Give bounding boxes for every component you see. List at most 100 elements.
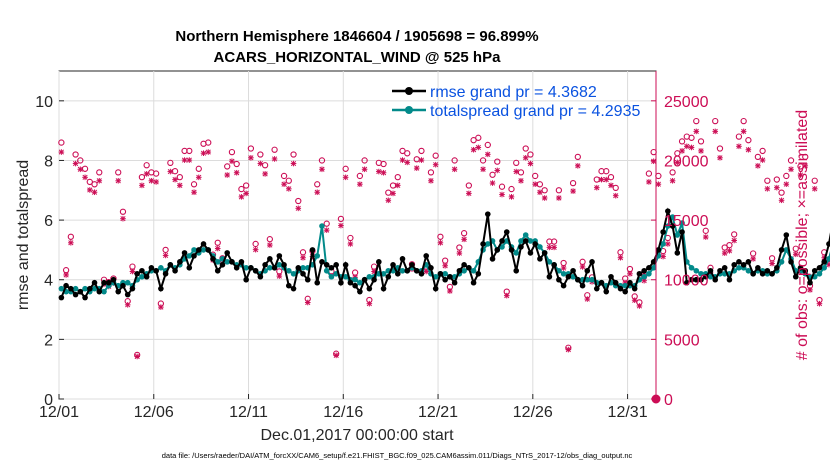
obs-assimilated-stroke <box>575 163 581 169</box>
totalspread-point <box>58 285 65 292</box>
obs-assimilated-stroke <box>96 178 102 184</box>
obs-assimilated-marker <box>721 250 728 256</box>
obs-assimilated-marker <box>447 288 453 294</box>
legend-totalspread-marker <box>405 106 413 114</box>
obs-possible-marker <box>224 163 231 170</box>
totalspread-point <box>366 273 373 280</box>
obs-assimilated-marker <box>262 171 268 177</box>
obs-assimilated-marker <box>660 253 666 260</box>
rmse-point <box>139 267 145 274</box>
rmse-point <box>707 267 714 274</box>
totalspread-point <box>342 273 349 280</box>
obs-assimilated-marker <box>480 166 486 173</box>
obs-assimilated-stroke <box>324 227 330 233</box>
obs-assimilated-stroke <box>722 250 728 256</box>
obs-possible-marker <box>243 182 250 189</box>
y-tick-label: 2 <box>44 332 53 349</box>
obs-assimilated-marker <box>248 154 254 161</box>
totalspread-point <box>518 238 524 244</box>
legend: rmse grand pr = 4.3682 totalspread grand… <box>392 84 640 120</box>
obs-possible-marker <box>603 168 610 175</box>
obs-assimilated-stroke <box>134 353 140 360</box>
obs-assimilated-marker <box>143 171 150 177</box>
obs-possible-marker <box>745 137 752 144</box>
rmse-point <box>807 279 813 286</box>
obs-possible-marker <box>451 157 458 164</box>
obs-assimilated-stroke <box>271 156 278 162</box>
totalspread-point <box>826 256 830 262</box>
obs-assimilated-stroke <box>243 190 249 196</box>
obs-assimilated-marker <box>522 154 529 161</box>
totalspread-point <box>513 250 520 256</box>
obs-assimilated-stroke <box>570 188 576 194</box>
rmse-point <box>579 282 586 289</box>
rmse-point <box>229 259 235 265</box>
rmse-point <box>797 265 804 271</box>
obs-assimilated-marker <box>257 160 264 167</box>
obs-assimilated-marker <box>333 352 339 359</box>
rmse-point <box>314 279 321 286</box>
rmse-point <box>72 291 79 298</box>
obs-assimilated-marker <box>338 222 344 229</box>
rmse-point <box>646 265 652 271</box>
obs-assimilated-stroke <box>72 160 79 167</box>
totalspread-point <box>674 232 681 238</box>
rmse-point <box>617 285 624 292</box>
obs-assimilated-marker <box>646 179 652 185</box>
rmse-point <box>575 276 581 283</box>
obs-assimilated-stroke <box>513 168 519 175</box>
totalspread-point <box>660 241 666 247</box>
obs-assimilated-marker <box>518 177 524 184</box>
obs-possible-marker <box>299 249 307 256</box>
obs-assimilated-marker <box>792 251 799 258</box>
obs-possible-marker <box>427 169 435 176</box>
obs-assimilated-stroke <box>712 128 718 134</box>
obs-possible-marker <box>228 148 236 156</box>
rmse-point <box>101 279 107 286</box>
rmse-point <box>243 276 249 283</box>
obs-possible-marker <box>67 233 74 240</box>
rmse-point <box>674 250 681 256</box>
obs-assimilated-stroke <box>390 190 396 196</box>
obs-assimilated-marker <box>214 245 221 252</box>
obs-assimilated-marker <box>129 268 136 275</box>
y-axis-label: rmse and totalspread <box>15 160 32 310</box>
obs-assimilated-marker <box>575 163 581 169</box>
obs-assimilated-marker <box>802 163 809 169</box>
rmse-point <box>309 247 316 253</box>
rmse-point <box>271 265 278 271</box>
rmse-point <box>764 267 771 274</box>
obs-assimilated-stroke <box>205 149 211 155</box>
rmse-point <box>224 250 231 256</box>
obs-assimilated-marker <box>489 180 496 186</box>
obs-assimilated-stroke <box>494 167 500 174</box>
rmse-point <box>802 267 809 274</box>
y-right-tick-label: 10000 <box>664 273 709 290</box>
obs-assimilated-marker <box>124 302 131 308</box>
obs-assimilated-stroke <box>556 195 562 201</box>
totalspread-point <box>276 262 283 268</box>
obs-assimilated-marker <box>679 148 685 154</box>
obs-assimilated-marker <box>366 300 373 307</box>
rmse-point <box>769 270 775 277</box>
obs-assimilated-stroke <box>793 251 799 257</box>
obs-assimilated-stroke <box>755 163 761 169</box>
rmse-point <box>366 285 373 292</box>
rmse-point <box>650 259 657 265</box>
obs-assimilated-marker <box>551 244 557 251</box>
obs-assimilated-marker <box>314 189 321 196</box>
obs-assimilated-stroke <box>442 263 448 269</box>
obs-assimilated-marker <box>205 149 212 155</box>
obs-possible-marker <box>91 181 98 188</box>
obs-possible-marker <box>759 147 766 155</box>
rmse-point <box>58 294 65 301</box>
totalspread-point <box>589 276 595 283</box>
obs-possible-marker <box>678 138 686 145</box>
rmse-point <box>219 262 226 268</box>
rmse-point <box>347 279 354 286</box>
obs-assimilated-stroke <box>404 159 410 165</box>
obs-possible-marker <box>550 238 558 245</box>
obs-possible-marker <box>238 185 245 193</box>
obs-possible-marker <box>162 246 169 254</box>
rmse-point <box>537 256 543 262</box>
